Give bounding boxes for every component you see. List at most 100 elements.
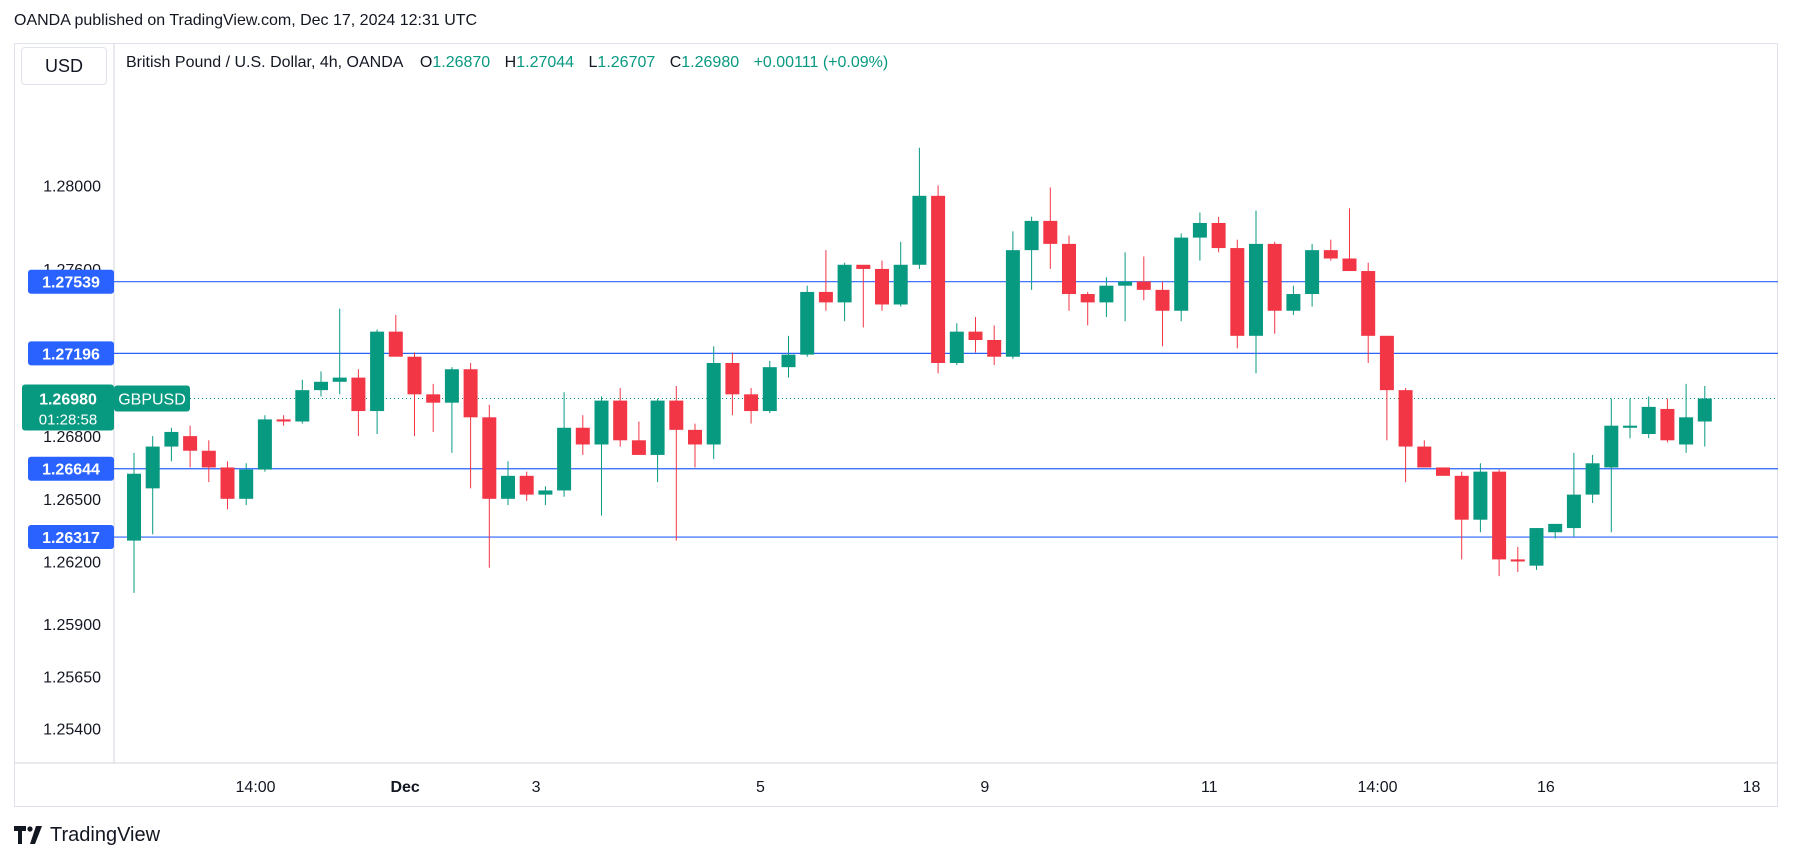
candle-body <box>1118 281 1133 286</box>
candle[interactable] <box>295 379 310 424</box>
candle[interactable] <box>1548 523 1563 539</box>
candle[interactable] <box>1398 388 1413 483</box>
candle[interactable] <box>1192 212 1207 261</box>
candle[interactable] <box>818 250 833 311</box>
candle[interactable] <box>949 323 964 366</box>
candle[interactable] <box>1230 239 1245 349</box>
candle[interactable] <box>407 352 422 437</box>
candle[interactable] <box>1062 235 1076 311</box>
candle[interactable] <box>1174 233 1189 322</box>
candle[interactable] <box>837 262 852 322</box>
level-price-tag <box>28 456 114 481</box>
candle[interactable] <box>1267 241 1282 334</box>
candle[interactable] <box>276 415 291 426</box>
time-tick-label: 14:00 <box>236 779 276 796</box>
candle[interactable] <box>912 147 927 269</box>
candle[interactable] <box>463 362 478 489</box>
candle[interactable] <box>519 471 534 501</box>
candle[interactable] <box>1529 528 1544 570</box>
candle[interactable] <box>1211 216 1226 253</box>
candle[interactable] <box>239 463 254 506</box>
candle-body <box>1473 471 1488 520</box>
candle[interactable] <box>1136 256 1151 301</box>
candle[interactable] <box>1155 281 1170 347</box>
candle[interactable] <box>594 396 609 516</box>
candle[interactable] <box>1286 285 1301 315</box>
candle[interactable] <box>1492 469 1507 577</box>
candle[interactable] <box>706 346 721 460</box>
candle[interactable] <box>762 360 777 414</box>
candle[interactable] <box>1043 187 1058 269</box>
candle-body <box>1099 285 1114 303</box>
candle[interactable] <box>1660 398 1675 443</box>
candle[interactable] <box>557 392 572 497</box>
candle[interactable] <box>781 335 796 378</box>
candle[interactable] <box>1566 452 1581 537</box>
candle-body <box>575 427 590 445</box>
candle[interactable] <box>1323 239 1338 261</box>
candle[interactable] <box>1099 277 1114 318</box>
candle[interactable] <box>650 398 665 483</box>
candle[interactable] <box>1473 463 1488 533</box>
candle[interactable] <box>1379 335 1394 441</box>
candle-body <box>1454 475 1469 520</box>
candle[interactable] <box>875 260 889 311</box>
candle[interactable] <box>1679 383 1694 453</box>
legend-low: 1.26707 <box>597 54 656 71</box>
candle[interactable] <box>631 421 646 455</box>
candle[interactable] <box>444 367 459 453</box>
candle[interactable] <box>164 427 179 462</box>
candle[interactable] <box>1510 546 1525 572</box>
candle[interactable] <box>538 486 553 506</box>
currency-button[interactable]: USD <box>21 47 107 85</box>
candle[interactable] <box>351 369 366 437</box>
candle[interactable] <box>145 436 160 535</box>
candle[interactable] <box>201 440 216 483</box>
candle[interactable] <box>688 423 702 468</box>
candle[interactable] <box>501 461 515 506</box>
candle[interactable] <box>1005 231 1020 359</box>
candle[interactable] <box>1585 454 1600 503</box>
candle-body <box>1211 222 1226 249</box>
candle[interactable] <box>1342 208 1357 272</box>
candle[interactable] <box>1641 396 1656 439</box>
candle[interactable] <box>613 388 628 447</box>
candle[interactable] <box>669 385 684 541</box>
candle[interactable] <box>1417 440 1432 468</box>
candle[interactable] <box>725 352 740 416</box>
candle[interactable] <box>1436 467 1450 476</box>
candle[interactable] <box>931 185 946 374</box>
candle[interactable] <box>388 314 403 357</box>
candle[interactable] <box>1454 471 1469 560</box>
candle[interactable] <box>1249 210 1263 374</box>
candle-body <box>631 440 646 455</box>
candle[interactable] <box>744 388 759 424</box>
candle[interactable] <box>1697 385 1712 447</box>
candle[interactable] <box>1080 291 1095 326</box>
candle-body <box>594 400 609 445</box>
candle[interactable] <box>968 317 983 353</box>
candle[interactable] <box>332 308 347 395</box>
candle[interactable] <box>1604 398 1619 533</box>
candle[interactable] <box>220 461 235 510</box>
candle[interactable] <box>1623 398 1637 439</box>
candle[interactable] <box>1305 243 1320 307</box>
candle[interactable] <box>370 329 385 435</box>
candle[interactable] <box>257 415 272 472</box>
candle-body <box>1379 335 1394 391</box>
candle[interactable] <box>426 383 441 432</box>
candle[interactable] <box>482 404 497 568</box>
candle[interactable] <box>800 285 815 357</box>
candle[interactable] <box>127 452 141 593</box>
candle[interactable] <box>856 264 871 328</box>
candle[interactable] <box>575 415 590 455</box>
tradingview-logo[interactable]: TradingView <box>14 822 160 848</box>
candle[interactable] <box>1024 216 1039 290</box>
candle[interactable] <box>893 241 908 307</box>
candle[interactable] <box>314 371 328 397</box>
candle[interactable] <box>1361 262 1376 363</box>
candle[interactable] <box>183 425 198 468</box>
candle[interactable] <box>987 325 1002 366</box>
candle[interactable] <box>1118 252 1133 322</box>
